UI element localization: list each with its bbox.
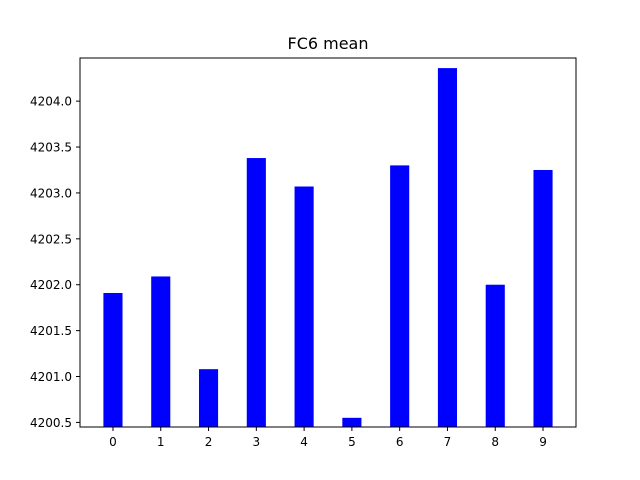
bar-5 [342, 417, 362, 427]
bars-group [103, 68, 553, 428]
bar-1 [151, 276, 171, 427]
bar-2 [198, 369, 219, 427]
x-tick-label: 6 [396, 435, 404, 449]
y-tick-label: 4201.0 [30, 370, 72, 384]
x-tick-label: 2 [205, 435, 213, 449]
x-tick-label: 7 [444, 435, 452, 449]
bar-8 [485, 284, 505, 427]
bar-0 [103, 292, 123, 427]
bar-9 [533, 169, 553, 428]
x-tick-label: 9 [539, 435, 547, 449]
y-tick-label: 4203.5 [30, 141, 72, 155]
chart-title: FC6 mean [287, 34, 368, 53]
bar-6 [390, 165, 410, 427]
x-tick-label: 5 [348, 435, 356, 449]
bar-7 [437, 68, 458, 427]
y-tick-label: 4201.5 [30, 324, 72, 338]
x-tick-label: 1 [157, 435, 165, 449]
x-tick-label: 0 [109, 435, 117, 449]
y-axis: 4200.5 4201.0 4201.5 4202.0 4202.5 4203.0 4203… [30, 95, 80, 430]
y-tick-label: 4202.5 [30, 232, 72, 246]
y-tick-label: 4200.5 [30, 416, 72, 430]
x-tick-label: 3 [253, 435, 261, 449]
plot-frame [79, 57, 577, 428]
bar-4 [294, 186, 314, 427]
y-tick-label: 4203.0 [30, 186, 72, 200]
y-tick-label: 4202.0 [30, 278, 72, 292]
x-tick-label: 4 [300, 435, 308, 449]
x-tick-label: 8 [491, 435, 499, 449]
y-tick-label: 4204.0 [30, 95, 72, 109]
x-axis: 0 1 2 3 4 5 6 7 8 9 [109, 427, 547, 449]
bar-3 [246, 158, 266, 428]
